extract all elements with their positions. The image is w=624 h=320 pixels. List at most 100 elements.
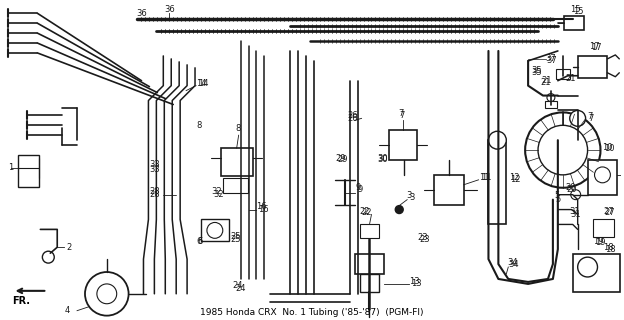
Text: 34: 34 — [509, 260, 519, 268]
Circle shape — [525, 112, 600, 188]
Text: 26: 26 — [348, 111, 358, 120]
Text: 32: 32 — [211, 187, 222, 196]
Text: FR.: FR. — [12, 296, 31, 306]
Text: 6: 6 — [197, 237, 202, 246]
Text: 8: 8 — [196, 121, 202, 130]
Text: 9: 9 — [356, 183, 361, 192]
Text: 33: 33 — [149, 165, 160, 174]
Text: 31: 31 — [571, 210, 582, 219]
Text: 23: 23 — [417, 233, 427, 242]
Text: 28: 28 — [149, 190, 160, 199]
Text: 7: 7 — [588, 112, 593, 121]
Bar — [201, 220, 229, 241]
Bar — [578, 56, 607, 78]
Text: 15: 15 — [573, 7, 583, 16]
Text: 7: 7 — [399, 111, 404, 120]
Text: 36: 36 — [164, 5, 175, 14]
Text: 19: 19 — [595, 238, 606, 247]
Text: 24: 24 — [233, 281, 243, 290]
Text: 26: 26 — [348, 114, 358, 123]
Text: 37: 37 — [545, 54, 556, 63]
Text: 21: 21 — [540, 78, 550, 87]
Text: 32: 32 — [213, 190, 223, 199]
Text: 34: 34 — [507, 258, 518, 267]
Text: 27: 27 — [605, 208, 615, 217]
Circle shape — [395, 206, 403, 213]
Circle shape — [571, 190, 581, 200]
Text: 11: 11 — [479, 173, 490, 182]
Text: 10: 10 — [605, 144, 615, 153]
Text: 12: 12 — [510, 175, 521, 184]
Text: 7: 7 — [588, 114, 594, 123]
Text: 11: 11 — [482, 173, 492, 182]
Text: 27: 27 — [603, 207, 614, 216]
Text: 15: 15 — [570, 5, 580, 14]
Text: 17: 17 — [592, 44, 602, 52]
Text: 5: 5 — [556, 195, 561, 204]
Text: 7: 7 — [398, 109, 404, 118]
Text: 24: 24 — [236, 284, 246, 293]
Text: 29: 29 — [338, 156, 348, 164]
Text: 20: 20 — [566, 183, 577, 192]
Text: 31: 31 — [570, 207, 580, 216]
Text: 17: 17 — [590, 43, 600, 52]
Text: 9: 9 — [358, 185, 363, 194]
Bar — [359, 274, 379, 292]
Text: 20: 20 — [567, 185, 577, 194]
Text: 28: 28 — [149, 187, 160, 196]
Text: 1985 Honda CRX  No. 1 Tubing ('85-'87)  (PGM-FI): 1985 Honda CRX No. 1 Tubing ('85-'87) (P… — [200, 308, 424, 316]
Bar — [593, 220, 615, 237]
Circle shape — [97, 284, 117, 304]
Text: 29: 29 — [336, 154, 346, 163]
Bar — [573, 254, 620, 292]
Text: 30: 30 — [378, 156, 388, 164]
Text: 18: 18 — [603, 243, 614, 252]
Text: 3: 3 — [409, 193, 414, 202]
Bar — [564, 16, 583, 30]
Text: 21: 21 — [541, 76, 552, 85]
Bar — [221, 148, 253, 176]
Text: 8: 8 — [236, 124, 241, 133]
Text: 13: 13 — [411, 279, 422, 288]
Bar — [17, 155, 39, 187]
Text: 30: 30 — [378, 154, 388, 163]
Bar — [354, 254, 384, 274]
Text: 3: 3 — [406, 191, 412, 200]
Text: 13: 13 — [409, 277, 420, 286]
Circle shape — [207, 222, 223, 238]
Bar — [223, 178, 248, 193]
Circle shape — [538, 125, 588, 175]
Bar — [556, 69, 570, 79]
Text: 6: 6 — [196, 237, 202, 246]
Text: 14: 14 — [196, 79, 207, 88]
Text: 25: 25 — [231, 235, 241, 244]
Circle shape — [489, 131, 506, 149]
Text: 1: 1 — [7, 164, 13, 172]
Text: 16: 16 — [258, 205, 269, 214]
Bar — [545, 100, 557, 108]
Bar — [389, 130, 417, 160]
Text: 22: 22 — [359, 207, 370, 216]
Circle shape — [578, 257, 598, 277]
Text: 23: 23 — [419, 235, 430, 244]
Bar — [434, 175, 464, 204]
Text: 14: 14 — [198, 79, 208, 88]
Text: 4: 4 — [64, 306, 69, 315]
Text: 12: 12 — [509, 173, 520, 182]
Circle shape — [570, 110, 585, 126]
Text: 33: 33 — [149, 160, 160, 170]
Circle shape — [595, 167, 610, 183]
Text: 10: 10 — [602, 143, 613, 152]
Text: 5: 5 — [555, 191, 560, 200]
Text: 19: 19 — [593, 237, 604, 246]
Circle shape — [85, 272, 129, 316]
Text: 37: 37 — [546, 56, 557, 65]
Bar — [588, 160, 617, 195]
Text: 22: 22 — [361, 208, 372, 217]
Text: 18: 18 — [605, 245, 616, 254]
Text: 21: 21 — [566, 74, 577, 83]
Bar — [359, 224, 379, 238]
Text: 35: 35 — [531, 66, 542, 75]
Bar — [489, 140, 506, 224]
Text: 16: 16 — [256, 202, 267, 211]
